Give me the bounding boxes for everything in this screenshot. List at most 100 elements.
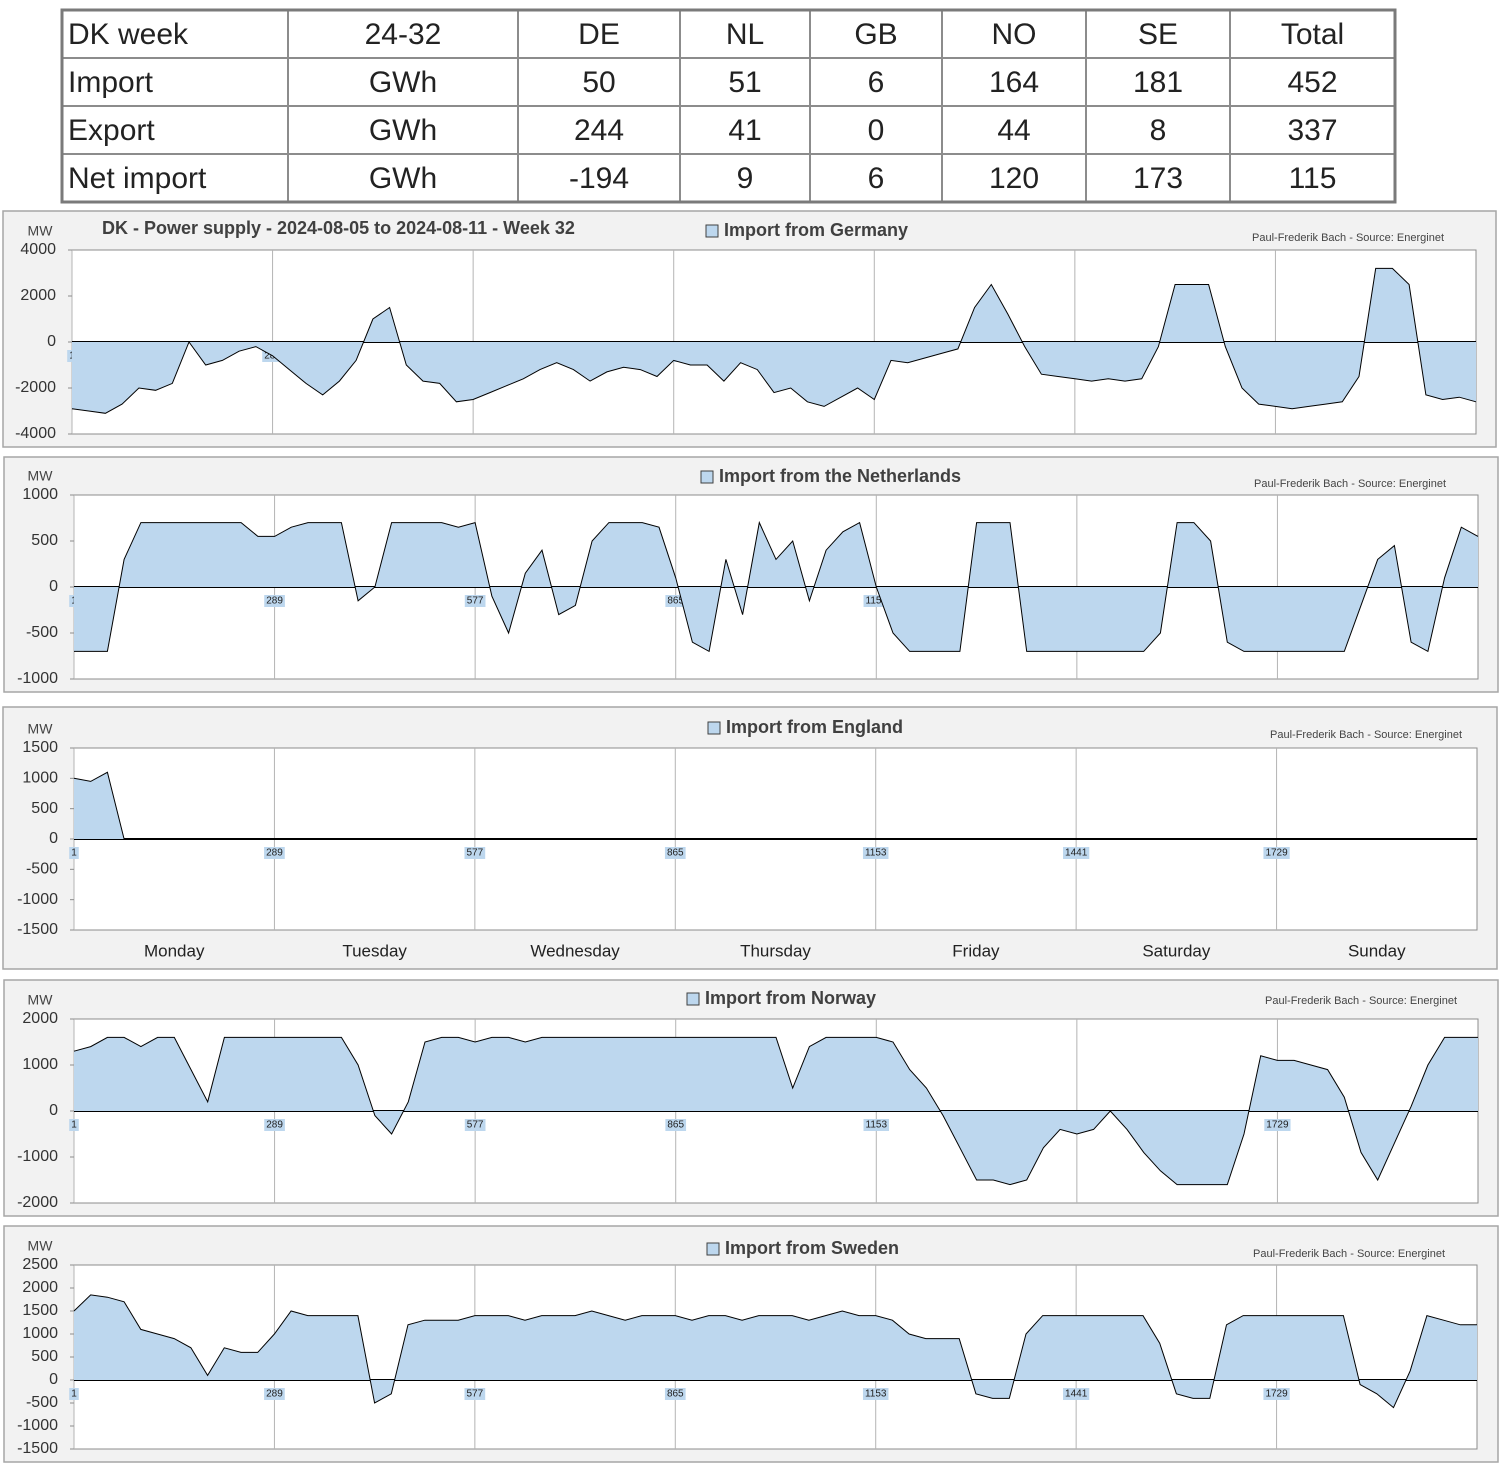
- y-unit: MW: [28, 992, 54, 1008]
- x-tick-label: 577: [467, 1120, 484, 1131]
- x-tick-label: 1: [71, 848, 77, 859]
- y-tick-label: 2000: [22, 1010, 58, 1027]
- table-cell: 50: [582, 66, 615, 99]
- y-tick-label: 1000: [22, 1056, 58, 1073]
- y-tick-label: -500: [26, 1394, 58, 1411]
- x-tick-label: 1153: [865, 1389, 887, 1400]
- table-cell: GWh: [369, 114, 437, 147]
- area-outline: [73, 771, 1477, 840]
- y-unit: MW: [28, 468, 54, 484]
- area-outline: [74, 520, 1479, 653]
- table-cell: -194: [569, 162, 629, 195]
- legend-label: Import from the Netherlands: [719, 466, 961, 486]
- y-unit: MW: [28, 721, 54, 737]
- x-tick-label: 577: [467, 848, 484, 859]
- x-tick-label-bg: [1264, 1119, 1291, 1131]
- x-tick-label: 1153: [866, 596, 888, 607]
- table-cell: SE: [1138, 18, 1178, 51]
- table-cell: 115: [1289, 162, 1337, 195]
- x-tick-label: 289: [266, 596, 283, 607]
- y-tick-label: 1500: [22, 1302, 58, 1319]
- x-tick-label-bg: [1263, 1388, 1290, 1400]
- legend-swatch: [705, 224, 719, 238]
- area: [74, 1037, 1478, 1185]
- x-tick-label-bg: [464, 847, 486, 859]
- day-label: Monday: [144, 941, 205, 960]
- y-tick-label: 2000: [22, 1279, 58, 1296]
- table-cell: GB: [854, 18, 897, 51]
- y-tick-label: 1000: [22, 486, 58, 503]
- table-cell: 120: [989, 162, 1039, 195]
- x-tick-label-bg: [1263, 847, 1290, 859]
- y-tick-label: -1000: [17, 670, 58, 687]
- table-border: [60, 8, 1397, 204]
- y-tick-label: -500: [26, 861, 58, 878]
- y-tick-label: 2500: [22, 1256, 58, 1273]
- x-tick-label: 289: [266, 848, 283, 859]
- x-tick-label-bg: [464, 595, 486, 607]
- credit: Paul-Frederik Bach - Source: Energinet: [1254, 478, 1446, 490]
- table-cell: 337: [1287, 114, 1337, 147]
- x-tick-label-bg: [69, 1119, 79, 1131]
- table-cell: GWh: [369, 162, 437, 195]
- x-tick-label-bg: [1063, 1388, 1090, 1400]
- table-cell: 44: [997, 114, 1030, 147]
- x-tick-label: 1729: [1266, 1120, 1289, 1131]
- x-tick-label-bg: [264, 595, 285, 607]
- y-tick-label: 500: [31, 1348, 58, 1365]
- legend-label: Import from Norway: [705, 988, 876, 1008]
- y-tick-label: -1000: [17, 1148, 58, 1165]
- x-tick-label-bg: [69, 847, 79, 859]
- x-tick-label-bg: [862, 1388, 889, 1400]
- table-cell: 164: [989, 66, 1039, 99]
- legend-label: Import from Germany: [724, 220, 908, 240]
- day-label: Friday: [952, 941, 1000, 960]
- chart-title: DK - Power supply - 2024-08-05 to 2024-0…: [102, 218, 575, 238]
- x-tick-label: 865: [667, 1120, 684, 1131]
- x-tick-label: 1: [71, 1389, 77, 1400]
- table-cell: 173: [1133, 162, 1183, 195]
- day-label: Tuesday: [342, 941, 407, 960]
- legend-swatch: [686, 992, 700, 1006]
- x-tick-label: 1153: [866, 1120, 888, 1131]
- table-cell: 452: [1287, 66, 1337, 99]
- y-tick-label: -1500: [17, 1440, 58, 1457]
- y-tick-label: 1000: [22, 770, 58, 787]
- x-tick-label: 1441: [1065, 848, 1088, 859]
- table-cell: 6: [868, 66, 885, 99]
- x-tick-label-bg: [1063, 847, 1090, 859]
- day-label: Sunday: [1348, 941, 1406, 960]
- x-tick-label-bg: [69, 1388, 79, 1400]
- legend-swatch: [707, 721, 721, 735]
- table-cell: Export: [68, 114, 155, 147]
- table-cell: 8: [1150, 114, 1167, 147]
- table-cell: DE: [578, 18, 620, 51]
- x-tick-label: 865: [667, 596, 684, 607]
- x-tick-label: 289: [266, 1389, 283, 1400]
- x-tick-label-bg: [862, 847, 889, 859]
- area-outline: [73, 1036, 1478, 1186]
- y-tick-label: 500: [31, 532, 58, 549]
- y-tick-label: 1500: [22, 739, 58, 756]
- table-cell: 9: [737, 162, 754, 195]
- x-tick-label-bg: [264, 1119, 285, 1131]
- x-tick-label: 289: [266, 1120, 283, 1131]
- x-tick-label-bg: [264, 847, 285, 859]
- table-cell: NO: [992, 18, 1037, 51]
- y-tick-label: 2000: [20, 287, 56, 304]
- table-cell: 181: [1133, 66, 1183, 99]
- credit: Paul-Frederik Bach - Source: Energinet: [1252, 232, 1444, 244]
- legend-swatch: [706, 1242, 720, 1256]
- table-cell: GWh: [369, 66, 437, 99]
- x-tick-label-bg: [664, 847, 686, 859]
- credit: Paul-Frederik Bach - Source: Energinet: [1253, 1248, 1445, 1260]
- y-tick-label: -1000: [17, 1417, 58, 1434]
- y-tick-label: 4000: [20, 241, 56, 258]
- x-tick-label-bg: [264, 1388, 285, 1400]
- table-cell: 24-32: [365, 18, 442, 51]
- table-cell: 41: [728, 114, 761, 147]
- x-tick-label: 1: [71, 1120, 77, 1131]
- x-tick-label-bg: [665, 1119, 687, 1131]
- area: [74, 1294, 1477, 1408]
